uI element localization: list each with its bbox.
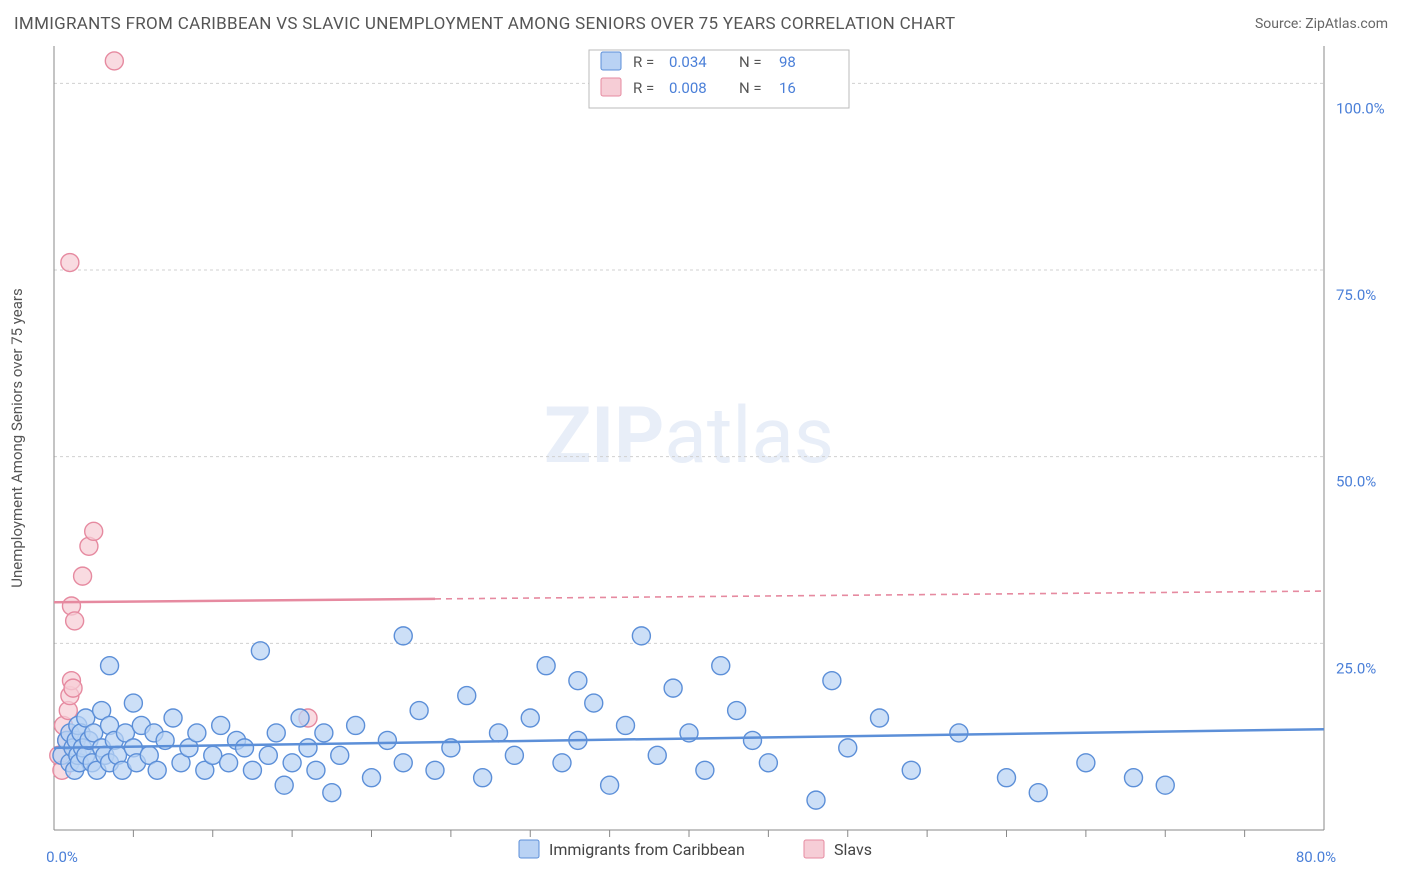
legend-box — [589, 50, 849, 108]
bottom-legend-label: Slavs — [834, 840, 872, 859]
bottom-legend-label: Immigrants from Caribbean — [549, 840, 745, 859]
point-caribbean — [164, 709, 182, 727]
point-caribbean — [998, 769, 1016, 787]
point-caribbean — [212, 716, 230, 734]
scatter-chart: ZIPatlas 0.0% 80.0% 25.0% 50.0% 75.0% 100.0% Un… — [0, 38, 1406, 892]
point-caribbean — [236, 739, 254, 757]
y-label: 100.0% — [1336, 99, 1385, 117]
point-caribbean — [259, 746, 277, 764]
point-caribbean — [617, 716, 635, 734]
point-caribbean — [251, 642, 269, 660]
point-caribbean — [871, 709, 889, 727]
chart-header: IMMIGRANTS FROM CARIBBEAN VS SLAVIC UNEM… — [0, 0, 1406, 40]
point-caribbean — [664, 679, 682, 697]
point-caribbean — [839, 739, 857, 757]
x-min-label: 0.0% — [46, 848, 78, 866]
point-caribbean — [188, 724, 206, 742]
point-caribbean — [458, 687, 476, 705]
legend-R-value: 0.034 — [669, 53, 707, 71]
point-caribbean — [307, 761, 325, 779]
legend-N-value: 16 — [779, 79, 796, 97]
point-caribbean — [331, 746, 349, 764]
point-caribbean — [505, 746, 523, 764]
legend-R-value: 0.008 — [669, 79, 707, 97]
chart-area: ZIPatlas 0.0% 80.0% 25.0% 50.0% 75.0% 100.0% Un… — [0, 38, 1406, 892]
point-caribbean — [291, 709, 309, 727]
point-caribbean — [601, 776, 619, 794]
point-caribbean — [744, 731, 762, 749]
point-caribbean — [394, 627, 412, 645]
point-caribbean — [902, 761, 920, 779]
point-caribbean — [148, 761, 166, 779]
point-caribbean — [323, 784, 341, 802]
point-caribbean — [712, 657, 730, 675]
legend-N-label: N = — [739, 53, 762, 71]
point-caribbean — [243, 761, 261, 779]
point-caribbean — [267, 724, 285, 742]
point-caribbean — [759, 754, 777, 772]
point-caribbean — [299, 739, 317, 757]
point-caribbean — [474, 769, 492, 787]
point-caribbean — [283, 754, 301, 772]
point-caribbean — [275, 776, 293, 794]
point-slavs — [85, 522, 103, 540]
legend-swatch — [601, 52, 621, 70]
point-caribbean — [950, 724, 968, 742]
watermark: ZIPatlas — [544, 391, 834, 482]
legend-R-label: R = — [633, 79, 654, 97]
bottom-legend-swatch — [804, 840, 824, 858]
y-label: 75.0% — [1336, 286, 1376, 304]
point-slavs — [66, 612, 84, 630]
point-caribbean — [1077, 754, 1095, 772]
x-max-label: 80.0% — [1296, 848, 1336, 866]
point-slavs — [64, 679, 82, 697]
point-caribbean — [394, 754, 412, 772]
point-caribbean — [378, 731, 396, 749]
legend-N-value: 98 — [779, 53, 796, 71]
y-label: 25.0% — [1336, 659, 1376, 677]
point-caribbean — [696, 761, 714, 779]
point-caribbean — [823, 672, 841, 690]
point-caribbean — [490, 724, 508, 742]
point-caribbean — [807, 791, 825, 809]
legend-R-label: R = — [633, 53, 654, 71]
point-caribbean — [569, 672, 587, 690]
point-caribbean — [632, 627, 650, 645]
chart-source: Source: ZipAtlas.com — [1255, 16, 1388, 32]
trend-slavs-extrap — [435, 591, 1324, 599]
point-caribbean — [426, 761, 444, 779]
chart-title: IMMIGRANTS FROM CARIBBEAN VS SLAVIC UNEM… — [14, 14, 955, 34]
legend-N-label: N = — [739, 79, 762, 97]
point-slavs — [61, 254, 79, 272]
y-axis-title: Unemployment Among Seniors over 75 years — [8, 288, 26, 587]
legend-swatch — [601, 78, 621, 96]
point-caribbean — [347, 716, 365, 734]
point-caribbean — [521, 709, 539, 727]
bottom-legend-swatch — [519, 840, 539, 858]
point-caribbean — [410, 702, 428, 720]
point-caribbean — [220, 754, 238, 772]
point-slavs — [74, 567, 92, 585]
point-caribbean — [537, 657, 555, 675]
point-caribbean — [1125, 769, 1143, 787]
point-slavs — [105, 52, 123, 70]
trend-slavs — [54, 599, 435, 602]
point-caribbean — [728, 702, 746, 720]
y-label: 50.0% — [1336, 473, 1376, 491]
point-caribbean — [1156, 776, 1174, 794]
point-caribbean — [101, 657, 119, 675]
point-caribbean — [124, 694, 142, 712]
point-caribbean — [1029, 784, 1047, 802]
point-caribbean — [585, 694, 603, 712]
point-caribbean — [315, 724, 333, 742]
point-caribbean — [648, 746, 666, 764]
point-caribbean — [363, 769, 381, 787]
point-caribbean — [553, 754, 571, 772]
